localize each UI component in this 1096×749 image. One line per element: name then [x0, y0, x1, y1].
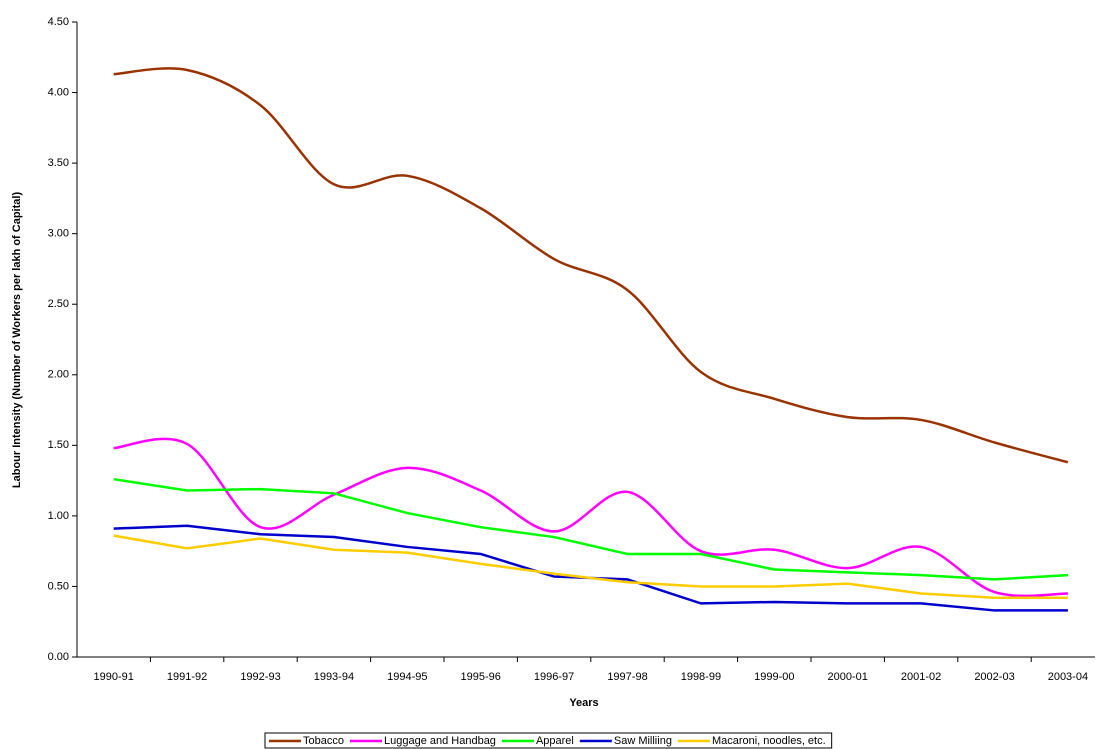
x-tick-label: 1997-98 [607, 671, 647, 683]
x-tick-label: 1998-99 [681, 671, 721, 683]
x-axis-title: Years [569, 697, 598, 709]
y-tick-label: 1.00 [48, 510, 69, 522]
legend-label: Saw Milliing [614, 735, 672, 747]
series-line [113, 67, 1069, 464]
legend-label: Luggage and Handbag [384, 735, 496, 747]
y-tick-label: 0.00 [48, 651, 69, 663]
y-tick-label: 1.50 [48, 439, 69, 451]
series-line [113, 437, 1068, 598]
x-tick-label: 1995-96 [461, 671, 501, 683]
y-tick-label: 2.00 [48, 369, 69, 381]
series-line [113, 477, 1068, 581]
legend-box [264, 732, 833, 749]
x-tick-label: 2000-01 [828, 671, 868, 683]
x-tick-label: 1994-95 [387, 671, 427, 683]
series-line [113, 534, 1068, 599]
y-tick-label: 3.00 [48, 228, 69, 240]
y-tick-label: 0.50 [48, 580, 69, 592]
x-tick-label: 2002-03 [974, 671, 1014, 683]
y-tick-label: 4.00 [48, 86, 69, 98]
legend-label: Tobacco [303, 735, 344, 747]
x-tick-label: 1992-93 [240, 671, 280, 683]
y-tick-label: 3.50 [48, 157, 69, 169]
x-tick-label: 1993-94 [314, 671, 354, 683]
x-tick-label: 1999-00 [754, 671, 794, 683]
x-tick-label: 1991-92 [167, 671, 207, 683]
y-tick-label: 4.50 [48, 16, 69, 28]
y-axis-title: Labour Intensity (Number of Workers per … [11, 192, 23, 489]
x-tick-label: 2003-04 [1048, 671, 1088, 683]
x-tick-label: 2001-02 [901, 671, 941, 683]
legend-label: Apparel [536, 735, 574, 747]
legend: Tobacco Luggage and Handbag Apparel Saw Mil… [264, 732, 833, 749]
legend-label: Macaroni, noodles, etc. [712, 735, 826, 747]
x-tick-label: 1996-97 [534, 671, 574, 683]
x-tick-label: 1990-91 [94, 671, 134, 683]
y-tick-label: 2.50 [48, 298, 69, 310]
